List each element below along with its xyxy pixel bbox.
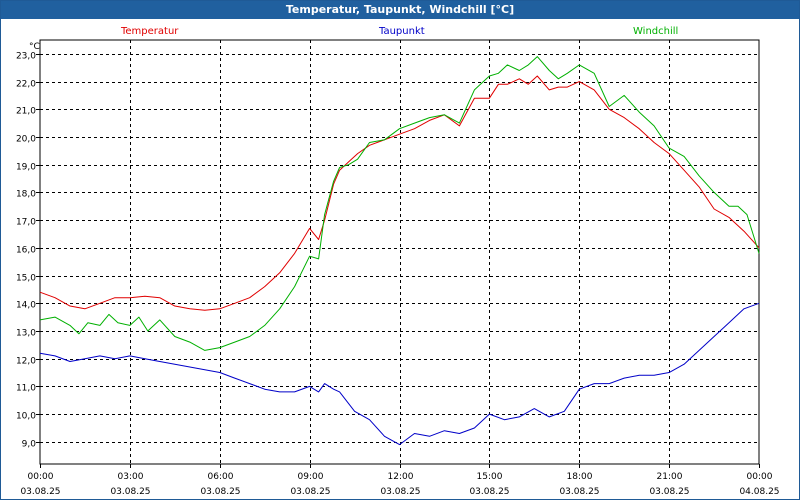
x-tick-time-label: 21:00 bbox=[657, 472, 683, 482]
x-tick-time-label: 09:00 bbox=[298, 472, 324, 482]
legend-temperature: Temperatur bbox=[121, 26, 179, 37]
x-tick-date-label: 03.08.25 bbox=[559, 487, 599, 497]
y-tick-label: 14,0 bbox=[16, 301, 36, 311]
y-tick-label: 16,0 bbox=[16, 246, 36, 256]
x-tick-time-label: 18:00 bbox=[567, 472, 593, 482]
x-tick-date-label: 03.08.25 bbox=[649, 487, 689, 497]
y-tick-label: 10,0 bbox=[16, 412, 36, 422]
dewpoint-line bbox=[39, 302, 760, 446]
legend-dewpoint: Taupunkt bbox=[379, 26, 425, 37]
y-tick-label: 21,0 bbox=[16, 107, 36, 117]
y-tick-label: 19,0 bbox=[16, 163, 36, 173]
x-tick-time-label: 06:00 bbox=[208, 472, 234, 482]
x-tick-time-label: 12:00 bbox=[388, 472, 414, 482]
plot-area bbox=[39, 39, 760, 465]
y-tick-label: 18,0 bbox=[16, 190, 36, 200]
y-tick-label: 22,0 bbox=[16, 80, 36, 90]
y-tick-label: 11,0 bbox=[16, 384, 36, 394]
x-tick-date-label: 03.08.25 bbox=[290, 487, 330, 497]
windchill-line bbox=[39, 56, 760, 351]
x-tick-date-label: 03.08.25 bbox=[110, 487, 150, 497]
temperature-line bbox=[39, 75, 760, 311]
y-tick-label: 9,0 bbox=[22, 440, 37, 450]
x-tick-date-label: 03.08.25 bbox=[469, 487, 509, 497]
y-tick-label: 12,0 bbox=[16, 357, 36, 367]
y-tick-label: 17,0 bbox=[16, 218, 36, 228]
y-tick-label: 13,0 bbox=[16, 329, 36, 339]
x-tick-time-label: 00:00 bbox=[747, 472, 773, 482]
y-tick-label: 20,0 bbox=[16, 135, 36, 145]
x-tick-time-label: 15:00 bbox=[477, 472, 503, 482]
y-axis-unit: °C bbox=[29, 42, 40, 52]
chart-title: Temperatur, Taupunkt, Windchill [°C] bbox=[1, 1, 799, 19]
x-tick-time-label: 00:00 bbox=[28, 472, 54, 482]
x-tick-date-label: 03.08.25 bbox=[380, 487, 420, 497]
y-tick-label: 15,0 bbox=[16, 274, 36, 284]
y-tick-label: 23,0 bbox=[16, 52, 36, 62]
x-tick-date-label: 04.08.25 bbox=[739, 487, 779, 497]
legend-windchill: Windchill bbox=[633, 26, 679, 37]
x-tick-time-label: 03:00 bbox=[118, 472, 144, 482]
x-tick-date-label: 03.08.25 bbox=[20, 487, 60, 497]
x-tick-date-label: 03.08.25 bbox=[200, 487, 240, 497]
